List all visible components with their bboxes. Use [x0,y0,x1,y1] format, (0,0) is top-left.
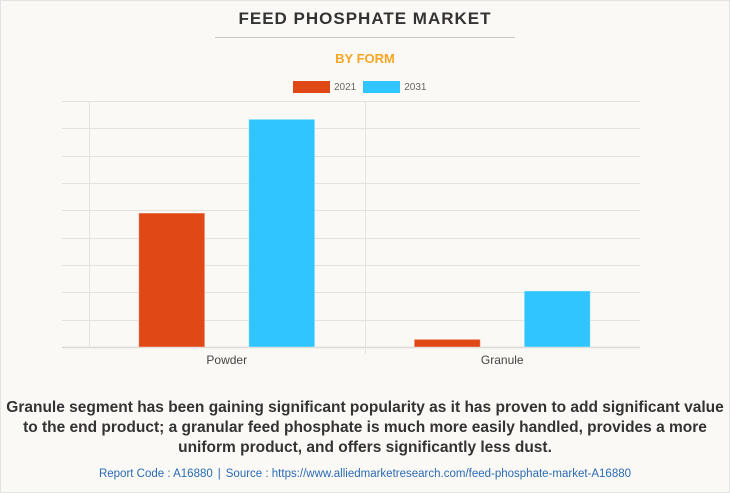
legend-item-2021[interactable]: 2021 [293,81,356,93]
bar-granule-2021[interactable] [413,338,481,348]
legend-item-2031[interactable]: 2031 [363,81,427,93]
chart-title: FEED PHOSPHATE MARKET [238,9,492,28]
x-axis-labels: Powder Granule [206,353,524,367]
bar-granule-2031[interactable] [523,290,591,348]
report-code: Report Code : A16880 [98,468,213,480]
legend-label-2021: 2021 [334,81,357,93]
bar-powder-2021[interactable] [138,212,206,348]
legend: 2021 2031 [293,81,433,93]
chart-subtitle: BY FORM [335,51,395,66]
x-tick-label: Powder [206,353,247,367]
footer-separator: | [217,468,221,480]
legend-swatch-2031 [363,81,401,93]
x-tick-label: Granule [481,353,524,367]
source-link[interactable]: Source : https://www.alliedmarketresearc… [225,468,632,480]
legend-swatch-2021 [293,81,330,93]
footer: Report Code : A16880 | Source : https://ww… [0,468,730,480]
title-divider [215,37,515,38]
chart-caption: Granule segment has been gaining signifi… [6,399,724,456]
bars [138,118,591,348]
legend-label-2031: 2031 [404,81,427,93]
bar-powder-2031[interactable] [248,118,316,348]
